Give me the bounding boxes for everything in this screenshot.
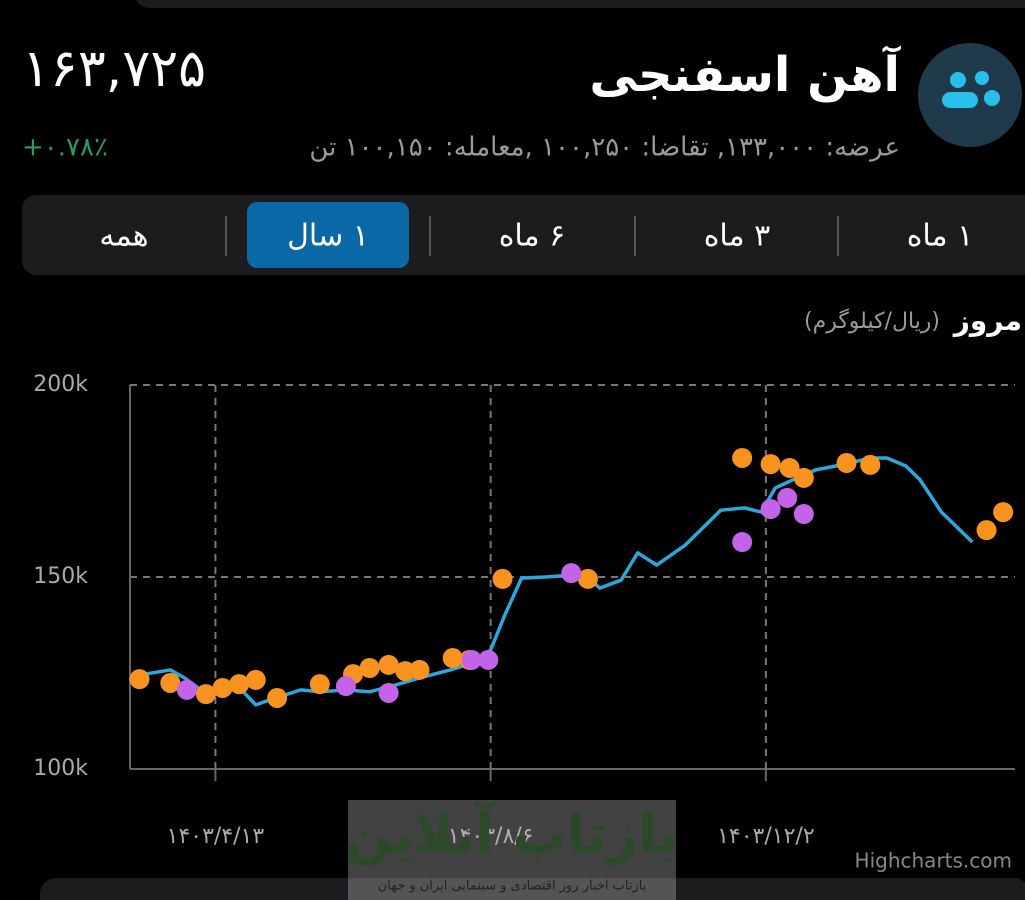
point xyxy=(160,672,181,693)
icon xyxy=(918,43,1022,147)
tab[interactable]: ۳ ماه xyxy=(704,219,771,254)
point xyxy=(378,654,399,675)
point xyxy=(442,648,463,669)
tab-label[interactable]: ۳ ماه xyxy=(704,219,771,254)
price: ۱۶۳,۷۲۵ xyxy=(22,39,206,99)
point xyxy=(779,457,800,478)
point xyxy=(793,504,814,525)
point xyxy=(359,658,380,679)
chart: 100k 150k 200k ۱۴۰۳/۴/۱۳ ۱۴۰۳/۸/۶ ۱۴۰۳/۱۲/۲ xyxy=(33,372,1015,849)
point xyxy=(577,568,598,589)
point xyxy=(176,679,197,700)
chart-unit: (ریال/کیلوگرم) xyxy=(804,308,940,334)
tab-label[interactable]: ۱ سال xyxy=(287,219,369,254)
y-tick-label: 150k xyxy=(33,564,88,589)
tabs: ۱ ماه ۳ ماه ۶ ماه ۱ سال همه xyxy=(99,202,973,268)
point xyxy=(732,447,753,468)
tab-label[interactable]: ۶ ماه xyxy=(499,219,566,254)
point xyxy=(245,669,266,690)
point xyxy=(309,674,330,695)
y-tick-label: 100k xyxy=(33,756,88,781)
point xyxy=(409,659,430,680)
point xyxy=(836,452,857,473)
point xyxy=(777,487,798,508)
point xyxy=(395,661,416,682)
trade-info: عرضه: ۱۳۳,۰۰۰, تقاضا: ۱۰۰,۲۵۰ ,معامله: ۱… xyxy=(309,133,900,163)
chart-label: مروز xyxy=(952,304,1022,337)
price-line xyxy=(139,456,974,707)
tab[interactable]: ۱ ماه xyxy=(907,219,974,254)
point xyxy=(378,682,399,703)
point xyxy=(229,674,250,695)
top-panel xyxy=(136,0,1025,8)
watermark: بازتاب آنلاین بازتاب اخبار روز اقتصادی و… xyxy=(345,800,679,900)
point xyxy=(461,649,482,670)
point xyxy=(860,454,881,475)
point xyxy=(793,467,814,488)
point xyxy=(760,454,781,475)
watermark-title: بازتاب آنلاین xyxy=(345,801,679,866)
tab-label[interactable]: ۱ ماه xyxy=(907,219,974,254)
point xyxy=(976,520,997,541)
point xyxy=(993,502,1014,523)
tab-highlight[interactable] xyxy=(247,202,409,268)
title: آهن اسفنجی xyxy=(589,45,901,103)
watermark-subtitle: بازتاب اخبار روز اقتصادی و سینمایی ایران… xyxy=(378,879,647,894)
y-tick-label: 200k xyxy=(33,372,88,397)
point xyxy=(492,568,513,589)
point xyxy=(760,499,781,520)
point xyxy=(212,677,233,698)
point xyxy=(732,532,753,553)
point xyxy=(195,684,216,705)
x-tick-label: ۱۴۰۳/۸/۶ xyxy=(448,824,534,849)
bottom-panel xyxy=(40,878,1025,900)
point xyxy=(561,563,582,584)
tab[interactable]: همه xyxy=(99,219,148,254)
tab[interactable]: ۱ سال xyxy=(247,202,409,268)
tab-label[interactable]: همه xyxy=(99,219,148,254)
point xyxy=(129,669,150,690)
x-tick-label: ۱۴۰۳/۴/۱۳ xyxy=(167,824,265,849)
point xyxy=(267,687,288,708)
credit: Highcharts.com xyxy=(855,849,1012,873)
change: +۰.۷۸٪ xyxy=(22,133,108,163)
tab[interactable]: ۶ ماه xyxy=(499,219,566,254)
x-tick-label: ۱۴۰۳/۱۲/۲ xyxy=(717,824,815,849)
point xyxy=(478,649,499,670)
point xyxy=(335,676,356,697)
